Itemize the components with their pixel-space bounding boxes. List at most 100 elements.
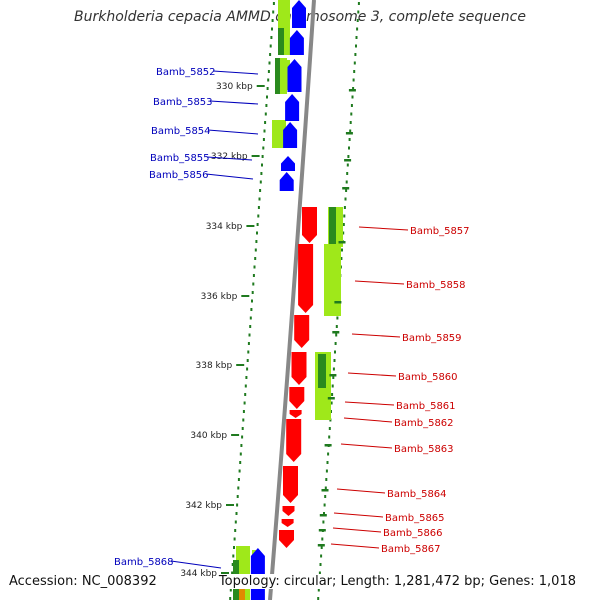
backbone (268, 0, 316, 600)
boundary-dot (233, 546, 235, 549)
forward-gene-leader-line (205, 173, 254, 180)
boundary-dot (255, 240, 258, 243)
content-plots (233, 0, 343, 600)
boundary-dot (251, 291, 254, 294)
boundary-dot (243, 401, 246, 405)
boundary-dot (317, 588, 320, 592)
reverse-gene-label: Bamb_5867 (381, 544, 441, 555)
reverse-gene-label: Bamb_5857 (410, 226, 470, 237)
ring-tick (348, 89, 356, 92)
boundary-dot (244, 393, 247, 396)
boundary-dot (347, 155, 350, 158)
topology-text: Topology: circular; Length: 1,281,472 bp… (216, 574, 578, 589)
reverse-gene-leader-line (351, 333, 401, 338)
boundary-dot (343, 206, 346, 209)
boundary-dot (233, 537, 236, 541)
boundary-dot (236, 503, 239, 507)
content-plot-bar (324, 244, 341, 316)
boundary-dot (272, 2, 275, 5)
ruler-tick (226, 504, 234, 506)
reverse-gene-label: Bamb_5864 (387, 489, 447, 500)
boundary-dot (237, 478, 240, 481)
reverse-gene-leader-line (347, 372, 397, 377)
boundary-dot (353, 70, 356, 73)
boundary-dot (355, 36, 358, 39)
boundary-dot (328, 435, 331, 439)
ring-tick (324, 444, 332, 447)
boundary-dot (334, 350, 336, 354)
reverse-gene-label: Bamb_5863 (394, 444, 454, 455)
reverse-gene-arrow (291, 352, 307, 385)
ruler: 330 kbp 332 kbp 334 kbp 336 kbp 338 kbp 340 k… (180, 82, 356, 579)
boundary-dot (250, 308, 253, 311)
ring-tick (342, 187, 350, 190)
boundary-dot (334, 342, 337, 345)
boundary-dot (325, 469, 328, 473)
boundary-dot (257, 206, 260, 209)
boundary-dot (323, 512, 325, 515)
content-plot-bar (275, 58, 280, 94)
boundary-dot (345, 189, 348, 192)
ruler-tick (236, 364, 245, 366)
reverse-gene-label: Bamb_5861 (396, 401, 456, 412)
boundary-dot (320, 554, 323, 558)
boundary-dot (269, 44, 272, 48)
boundary-dot (352, 78, 355, 82)
boundary-dot (235, 512, 238, 515)
boundary-dot (317, 597, 320, 600)
boundary-dot (321, 537, 324, 541)
boundary-dot (256, 223, 259, 226)
boundary-dot (249, 316, 252, 320)
boundary-dot (270, 36, 273, 39)
boundary-dot (269, 53, 272, 56)
forward-gene-leader-line (170, 560, 222, 569)
boundary-dot (330, 401, 333, 405)
boundary-dot (336, 316, 339, 320)
boundary-dot (267, 70, 270, 73)
boundary-dot (240, 444, 243, 447)
boundary-dot (333, 359, 336, 362)
ruler-tick (256, 85, 265, 87)
boundary-dot (259, 189, 262, 192)
boundary-dot (354, 53, 357, 56)
boundary-dot (320, 546, 323, 549)
boundary-dot (340, 257, 343, 260)
forward-gene-arrow (281, 156, 295, 171)
ring-tick (321, 489, 329, 492)
reverse-gene-leader-line (333, 512, 384, 518)
boundary-dot (254, 257, 257, 260)
backbone-line (268, 0, 316, 600)
forward-gene-leader-line (206, 156, 253, 161)
boundary-dot (327, 452, 330, 456)
forward-gene-label: Bamb_5856 (149, 170, 209, 181)
boundary-dot (342, 231, 345, 235)
reverse-gene-label: Bamb_5858 (406, 280, 466, 291)
forward-gene-arrow (285, 94, 300, 121)
boundary-dot (252, 282, 255, 286)
forward-gene-arrow (287, 59, 302, 92)
boundary-dot (234, 529, 237, 532)
boundary-dot (229, 597, 232, 600)
boundary-dot (256, 231, 258, 235)
boundary-dot (345, 180, 348, 184)
boundary-dot (245, 376, 248, 379)
forward-gene-arrow (279, 172, 294, 191)
reverse-gene-leader-line (340, 443, 393, 449)
boundary-dot (238, 469, 241, 473)
boundary-dot (264, 121, 267, 124)
boundary-dot (247, 342, 250, 345)
boundary-dot (349, 121, 352, 124)
boundary-dot (242, 418, 245, 422)
ring-tick (319, 514, 327, 517)
boundary-dot (324, 486, 327, 490)
reverse-gene-leader-line (344, 401, 395, 406)
boundary-dot (231, 571, 234, 575)
ruler-tick-label: 332 kbp (211, 152, 248, 162)
boundary-dot (239, 461, 242, 464)
boundary-dot (229, 588, 232, 592)
boundary-dot (253, 265, 256, 269)
reverse-gene-label: Bamb_5859 (402, 333, 462, 344)
boundary-dot (241, 427, 244, 430)
reverse-gene-arrow (283, 466, 298, 503)
reverse-gene-label: Bamb_5860 (398, 372, 458, 383)
